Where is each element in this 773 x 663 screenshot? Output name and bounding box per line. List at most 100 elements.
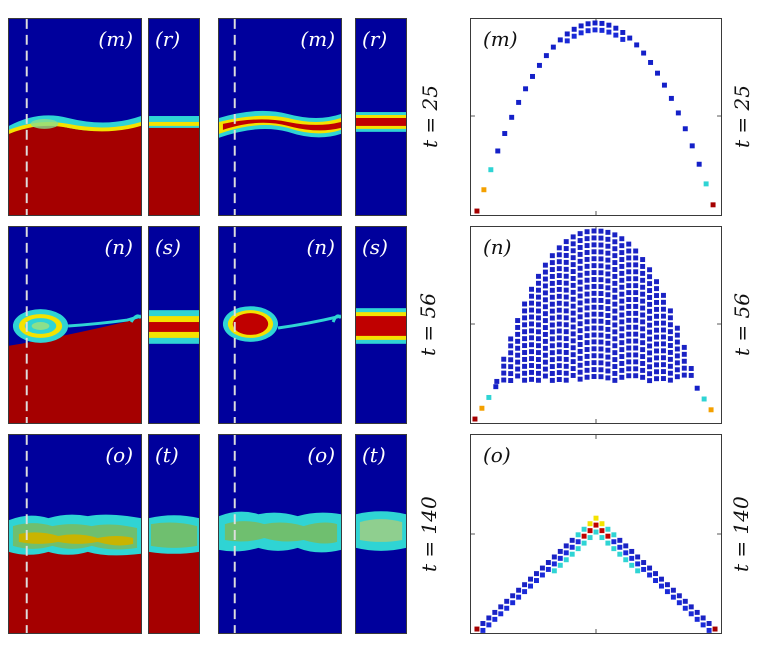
field-panel-row2-mid: (n)	[218, 226, 342, 424]
panel-label: (r)	[155, 27, 181, 51]
scatter-marker	[542, 297, 548, 303]
scatter-marker	[577, 355, 583, 361]
scatter-marker	[542, 283, 548, 289]
scatter-marker	[612, 370, 618, 376]
scatter-marker	[598, 263, 604, 269]
scatter-marker	[542, 345, 548, 351]
scatter-marker	[641, 566, 647, 572]
scatter-marker	[577, 279, 583, 285]
scatter-marker	[626, 283, 632, 289]
scatter-marker	[688, 372, 694, 378]
scatter-marker	[570, 373, 576, 378]
scatter-marker	[592, 27, 598, 33]
scatter-marker	[633, 255, 639, 261]
scatter-marker	[612, 350, 618, 356]
scatter-marker	[571, 26, 577, 32]
scatter-marker	[710, 202, 716, 208]
scatter-marker	[542, 269, 548, 275]
scatter-marker	[612, 322, 618, 328]
scatter-marker	[598, 346, 604, 352]
scatter-marker	[515, 331, 521, 337]
scatter-marker	[549, 329, 555, 335]
scatter-marker	[556, 314, 562, 320]
scatter-marker	[654, 341, 659, 347]
scatter-marker	[492, 609, 498, 615]
scatter-marker	[549, 308, 555, 314]
scatter-marker	[640, 263, 646, 269]
scatter-marker	[479, 405, 485, 411]
scatter-marker	[570, 255, 576, 261]
scatter-marker	[619, 326, 625, 332]
scatter-marker	[563, 246, 569, 252]
scatter-marker	[606, 29, 612, 35]
scatter-marker	[633, 317, 639, 323]
scatter-marker	[581, 526, 587, 532]
scatter-marker	[556, 377, 562, 382]
scatter-marker	[563, 266, 569, 272]
field-plot	[219, 435, 341, 633]
scatter-marker	[682, 598, 688, 604]
scatter-marker	[605, 326, 611, 332]
scatter-panel-row1: (m)	[470, 18, 722, 216]
scatter-marker	[674, 353, 680, 359]
scatter-marker	[647, 329, 653, 335]
panel-label: (n)	[306, 235, 336, 259]
scatter-marker	[598, 339, 604, 345]
scatter-marker	[522, 301, 528, 307]
scatter-marker	[598, 374, 604, 380]
scatter-marker	[549, 371, 555, 376]
scatter-marker	[556, 273, 562, 279]
scatter-marker	[515, 324, 521, 330]
scatter-marker	[584, 312, 590, 318]
scatter-marker	[696, 161, 702, 167]
scatter-marker	[535, 322, 541, 328]
scatter-marker	[591, 367, 597, 373]
scatter-marker	[529, 349, 534, 355]
scatter-marker	[504, 598, 510, 604]
scatter-marker	[660, 313, 666, 319]
scatter-marker	[530, 73, 535, 79]
scatter-marker	[633, 276, 639, 282]
scatter-marker	[633, 345, 639, 351]
scatter-marker	[660, 341, 666, 347]
scatter-marker	[584, 250, 590, 255]
scatter-marker	[667, 377, 673, 383]
time-label: t = 25	[418, 85, 442, 148]
scatter-marker	[529, 286, 534, 292]
scatter-marker	[674, 367, 680, 373]
scatter-marker	[493, 384, 499, 390]
scatter-marker	[522, 315, 528, 321]
scatter-marker	[563, 363, 569, 369]
scatter-marker	[522, 329, 528, 335]
scatter-marker	[654, 362, 659, 368]
scatter-marker	[626, 373, 632, 379]
scatter-marker	[577, 328, 583, 334]
scatter-marker	[508, 371, 514, 377]
scatter-marker	[584, 305, 590, 311]
scatter-marker	[533, 578, 539, 584]
scatter-marker	[706, 621, 712, 626]
scatter-marker	[647, 565, 653, 571]
scatter-marker	[549, 267, 555, 273]
scatter-marker	[605, 540, 611, 546]
scatter-marker	[626, 276, 632, 282]
scatter-marker	[612, 260, 618, 266]
scatter-marker	[626, 241, 632, 247]
scatter-marker	[633, 303, 639, 309]
scatter-marker	[681, 365, 687, 371]
scatter-marker	[545, 560, 551, 565]
scatter-marker	[529, 335, 534, 341]
scatter-marker	[688, 611, 694, 617]
scatter-marker	[563, 280, 569, 286]
scatter-marker	[577, 265, 583, 271]
scatter-marker	[563, 315, 569, 321]
scatter-marker	[569, 537, 575, 543]
scatter-marker	[654, 299, 659, 305]
scatter-marker	[563, 252, 569, 258]
scatter-marker	[563, 308, 569, 314]
scatter-marker	[635, 561, 641, 567]
scatter-marker	[591, 277, 597, 282]
scatter-marker	[591, 325, 597, 331]
scatter-marker	[626, 345, 632, 351]
scatter-marker	[598, 311, 604, 317]
